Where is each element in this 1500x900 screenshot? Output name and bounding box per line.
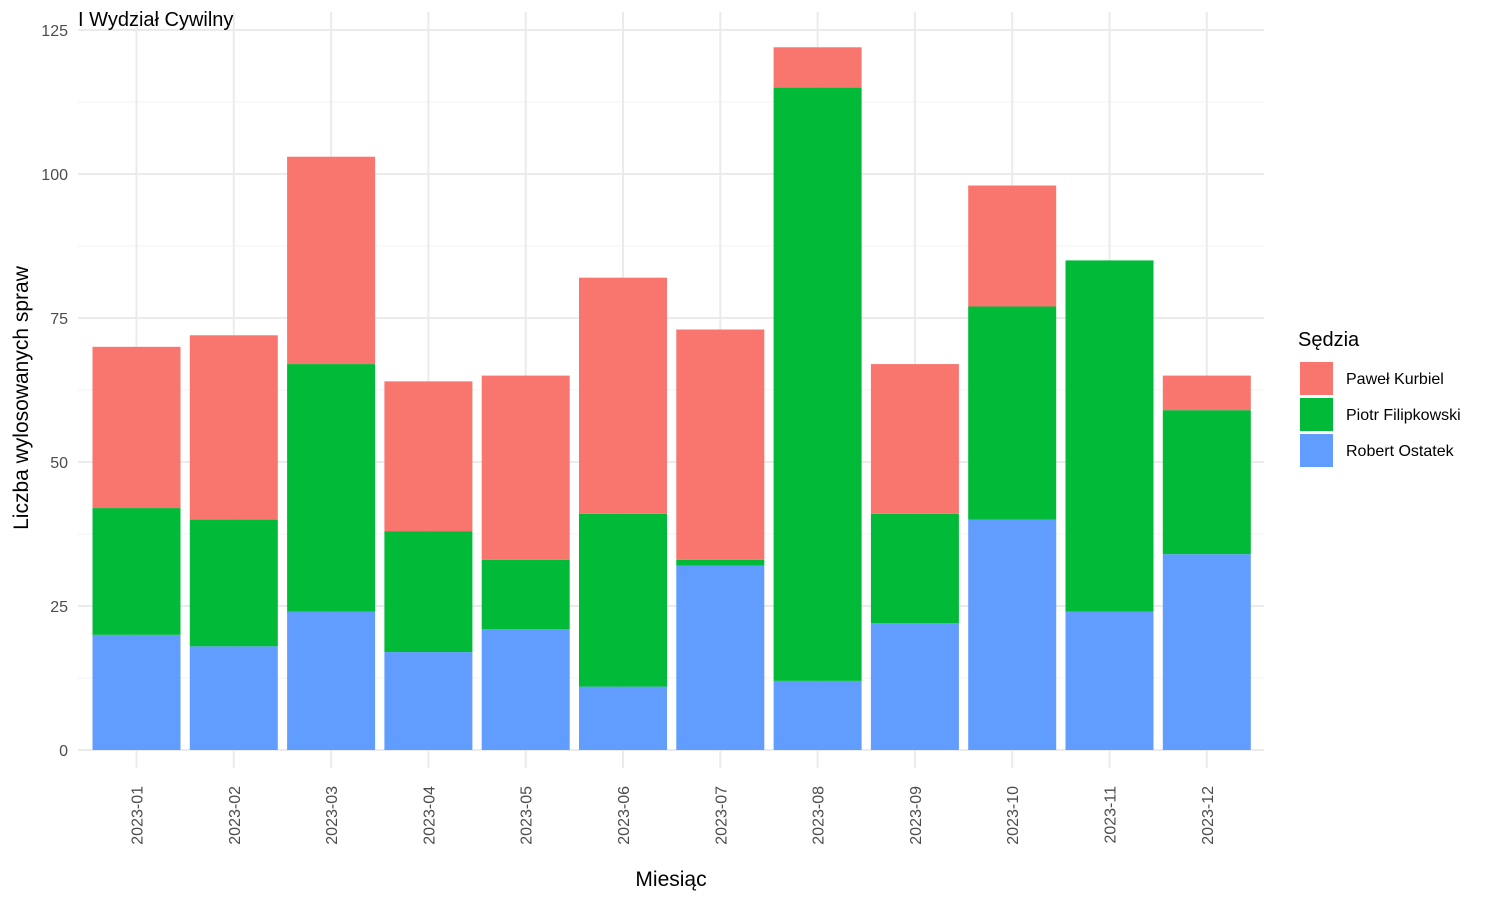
- bar-segment: [384, 652, 473, 750]
- x-axis-title: Miesiąc: [635, 868, 706, 891]
- bar-segment: [481, 559, 570, 630]
- x-tick-label: 2023-05: [519, 786, 536, 845]
- bar-segment: [1162, 554, 1251, 750]
- x-tick-label: 2023-09: [908, 786, 925, 845]
- bars: [92, 47, 1251, 750]
- chart-title: I Wydział Cywilny: [78, 9, 233, 31]
- bar-segment: [870, 364, 959, 514]
- bar-segment: [287, 156, 376, 365]
- bar-segment: [579, 277, 667, 514]
- bar-segment: [1162, 375, 1251, 411]
- bar-segment: [189, 519, 278, 647]
- x-tick-label: 2023-10: [1005, 786, 1022, 845]
- y-tick-label: 0: [59, 743, 68, 760]
- bar-segment: [92, 346, 181, 509]
- bar-segment: [1065, 260, 1154, 612]
- bar-segment: [968, 519, 1057, 750]
- x-axis-ticks: 2023-01 2023-02 2023-03 2023-04 2023-05 2023-…: [130, 786, 1217, 845]
- bar-segment: [773, 47, 862, 88]
- legend-label: Paweł Kurbiel: [1346, 371, 1444, 388]
- bar-segment: [676, 329, 765, 560]
- legend-items: Paweł Kurbiel Piotr Filipkowski Robert Ost…: [1300, 362, 1461, 467]
- y-tick-label: 75: [50, 311, 68, 328]
- x-tick-label: 2023-04: [421, 786, 438, 845]
- x-tick-label: 2023-01: [130, 786, 147, 845]
- bar-segment: [773, 87, 862, 681]
- bar-segment: [287, 611, 376, 750]
- legend-label: Piotr Filipkowski: [1346, 407, 1461, 424]
- x-tick-label: 2023-08: [811, 786, 828, 845]
- y-tick-label: 50: [50, 455, 68, 472]
- y-tick-label: 100: [41, 167, 68, 184]
- y-axis-title: Liczba wylosowanych spraw: [10, 265, 33, 530]
- bar-segment: [870, 513, 959, 624]
- bar-segment: [92, 634, 181, 750]
- bar-segment: [579, 686, 667, 750]
- bar-segment: [968, 306, 1057, 520]
- bar-segment: [189, 646, 278, 750]
- legend-label: Robert Ostatek: [1346, 443, 1455, 460]
- y-tick-label: 125: [41, 23, 68, 40]
- bar-segment: [968, 185, 1057, 307]
- legend-key: [1300, 398, 1333, 431]
- x-tick-label: 2023-03: [324, 786, 341, 845]
- bar-segment: [676, 565, 765, 750]
- legend-title: Sędzia: [1298, 329, 1360, 351]
- legend-key: [1300, 362, 1333, 395]
- bar-segment: [481, 375, 570, 560]
- bar-segment: [189, 335, 278, 520]
- bar-segment: [870, 623, 959, 750]
- legend: Sędzia Paweł Kurbiel Piotr Filipkowski Rob…: [1298, 329, 1461, 467]
- x-tick-label: 2023-11: [1103, 786, 1120, 844]
- bar-segment: [384, 381, 473, 532]
- x-tick-label: 2023-06: [616, 786, 633, 845]
- x-tick-label: 2023-02: [227, 786, 244, 845]
- x-tick-label: 2023-07: [713, 786, 730, 845]
- bar-segment: [676, 559, 765, 566]
- bar-segment: [384, 531, 473, 653]
- y-axis-ticks: 0 25 50 75 100 125: [41, 23, 68, 760]
- bar-segment: [287, 364, 376, 612]
- bar-segment: [481, 629, 570, 750]
- bar-segment: [1162, 410, 1251, 555]
- bar-segment: [1065, 611, 1154, 750]
- bar-segment: [579, 513, 667, 687]
- bar-segment: [773, 680, 862, 750]
- x-tick-label: 2023-12: [1200, 786, 1217, 845]
- legend-key: [1300, 434, 1333, 467]
- bar-segment: [92, 508, 181, 635]
- y-tick-label: 25: [50, 599, 68, 616]
